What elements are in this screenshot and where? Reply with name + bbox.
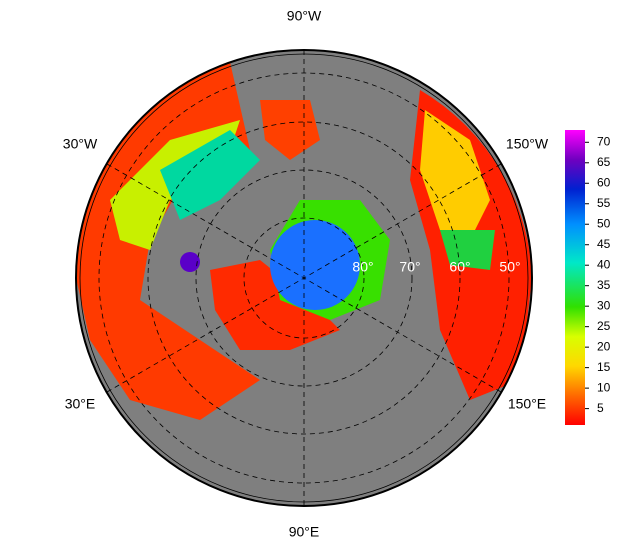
data-field	[76, 62, 532, 420]
data-region	[180, 252, 200, 272]
colorbar-tick-label: 30	[597, 298, 611, 312]
data-region	[440, 230, 495, 270]
longitude-label: 30°W	[63, 136, 98, 152]
data-region	[160, 130, 260, 220]
latitude-label: 50°	[499, 259, 520, 275]
colorbar-tick-label: 45	[597, 237, 611, 251]
map-border	[75, 49, 533, 507]
longitude-label: 150°W	[506, 136, 549, 152]
data-region	[270, 220, 360, 310]
colorbar-tick-label: 5	[597, 401, 604, 415]
colorbar-tick-label: 40	[597, 257, 611, 271]
map-disc	[75, 49, 533, 507]
data-region	[420, 110, 490, 240]
colorbar-ramp	[565, 130, 585, 425]
graticule	[98, 50, 510, 506]
longitude-label: 150°E	[508, 396, 546, 412]
data-region	[260, 100, 320, 160]
colorbar-tick-label: 70	[597, 134, 611, 148]
colorbar-tick-label: 65	[597, 155, 611, 169]
meridian	[106, 163, 502, 393]
colorbar-tick-label: 50	[597, 216, 611, 230]
colorbar-tick-label: 25	[597, 319, 611, 333]
longitude-label: 90°W	[287, 8, 322, 24]
colorbar-tick-label: 20	[597, 339, 611, 353]
colorbar-tick-label: 55	[597, 196, 611, 210]
latitude-circle	[147, 121, 461, 435]
colorbar: 5 10 15 20 25 30 35 40 45 50 55 60 65 70	[565, 130, 611, 425]
longitude-label: 30°E	[65, 396, 96, 412]
colorbar-tick-label: 10	[597, 380, 611, 394]
latitude-label: 80°	[352, 259, 373, 275]
longitude-label: 90°E	[289, 524, 320, 540]
colorbar-tick-label: 15	[597, 360, 611, 374]
latitude-label: 60°	[449, 259, 470, 275]
map-border-inner	[79, 53, 529, 503]
colorbar-tick-label: 60	[597, 175, 611, 189]
colorbar-tick-label: 35	[597, 278, 611, 292]
latitude-label: 70°	[399, 259, 420, 275]
data-region	[210, 260, 340, 350]
